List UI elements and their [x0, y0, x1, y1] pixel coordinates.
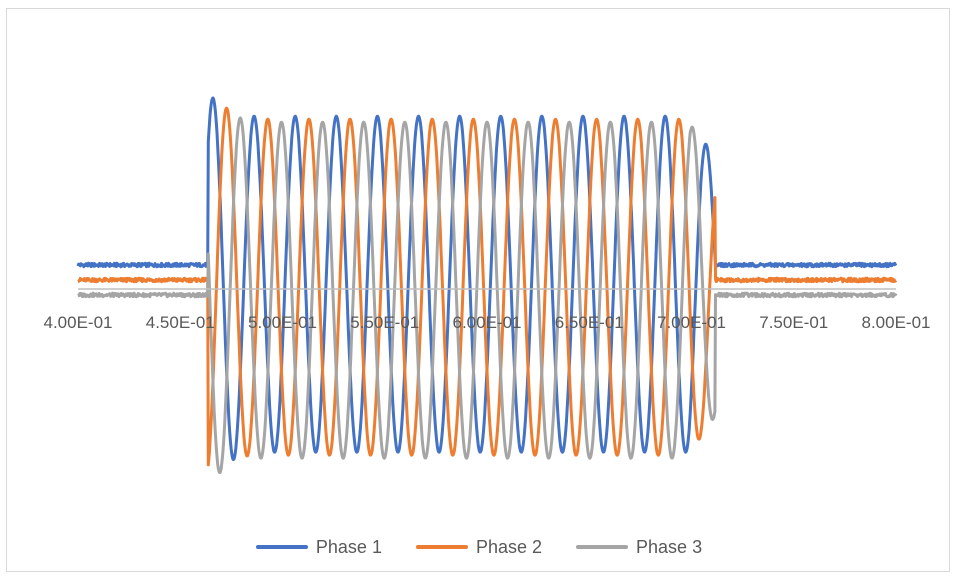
x-tick-label: 7.50E-01 [759, 313, 828, 332]
x-tick-label: 6.00E-01 [453, 313, 522, 332]
legend-swatch-phase-2 [415, 545, 468, 549]
legend-label-phase-1: Phase 1 [315, 536, 382, 557]
x-tick-label: 5.50E-01 [350, 313, 419, 332]
x-tick-label: 4.50E-01 [146, 313, 215, 332]
x-tick-label: 5.00E-01 [248, 313, 317, 332]
legend-label-phase-2: Phase 2 [475, 536, 543, 557]
legend-label-phase-3: Phase 3 [636, 536, 703, 557]
x-tick-label: 8.00E-01 [862, 313, 931, 332]
x-tick-label: 4.00E-01 [44, 313, 113, 332]
legend-item-phase-2: Phase 2 [415, 536, 543, 558]
legend-item-phase-3: Phase 3 [576, 537, 702, 558]
legend: Phase 1 Phase 2 Phase 3 [0, 534, 958, 560]
legend-swatch-phase-3 [576, 545, 629, 549]
x-tick-label: 6.50E-01 [555, 313, 624, 332]
series-line-phase-3 [77, 116, 898, 474]
legend-swatch-phase-1 [255, 545, 308, 549]
x-tick-label: 7.00E-01 [657, 313, 726, 332]
legend-item-phase-1: Phase 1 [255, 536, 382, 558]
series-line-phase-2 [77, 106, 898, 467]
